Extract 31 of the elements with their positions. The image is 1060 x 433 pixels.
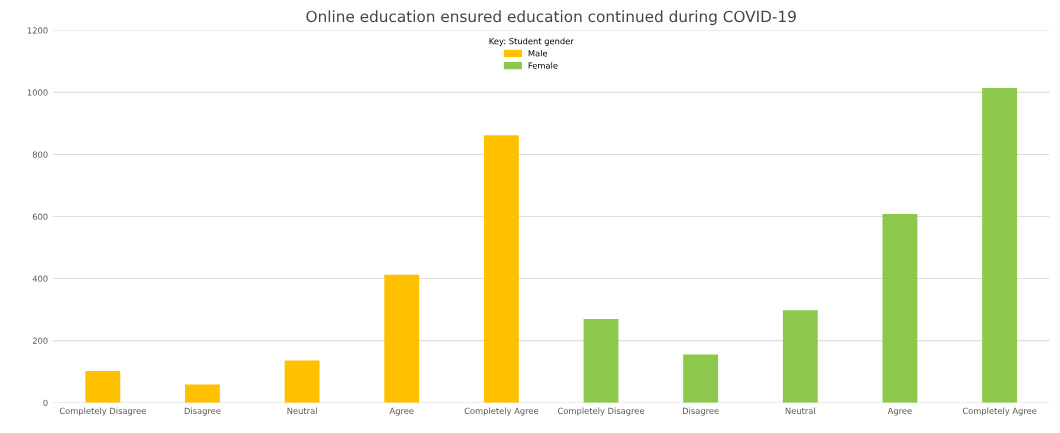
bar xyxy=(483,135,519,403)
y-tick-label: 1200 xyxy=(27,27,48,34)
x-tick-label: Neutral xyxy=(287,407,317,414)
bar xyxy=(782,310,818,403)
x-tick-label: Agree xyxy=(389,407,414,416)
bar xyxy=(185,384,220,403)
x-tick-label: Completely Disagree xyxy=(557,407,645,416)
y-tick-label: 200 xyxy=(32,337,48,344)
bar xyxy=(882,214,918,403)
bar xyxy=(982,88,1018,403)
x-tick-label: Disagree xyxy=(683,407,719,416)
x-tick-label: Disagree xyxy=(184,407,221,416)
y-tick-label: 1000 xyxy=(27,89,48,96)
y-tick-label: 800 xyxy=(32,151,48,158)
y-tick-label: 400 xyxy=(32,275,48,282)
y-tick-label: 600 xyxy=(32,213,48,220)
chart-title: Online education ensured education continued during COVID-19 xyxy=(306,10,796,26)
legend-label: Female xyxy=(528,62,558,69)
bar xyxy=(384,274,420,403)
legend-label: Male xyxy=(528,50,548,57)
x-tick-label: Agree xyxy=(887,407,912,416)
bar xyxy=(583,318,619,403)
x-tick-label: Completely Agree xyxy=(962,407,1037,416)
x-tick-label: Completely Disagree xyxy=(59,407,146,416)
legend-title: Key: Student gender xyxy=(489,37,574,46)
bar xyxy=(683,354,719,403)
x-tick-label: Neutral xyxy=(785,407,815,414)
bar xyxy=(284,360,320,403)
bar xyxy=(85,371,121,403)
x-tick-label: Completely Agree xyxy=(464,407,539,416)
y-tick-label: 0 xyxy=(43,399,48,406)
